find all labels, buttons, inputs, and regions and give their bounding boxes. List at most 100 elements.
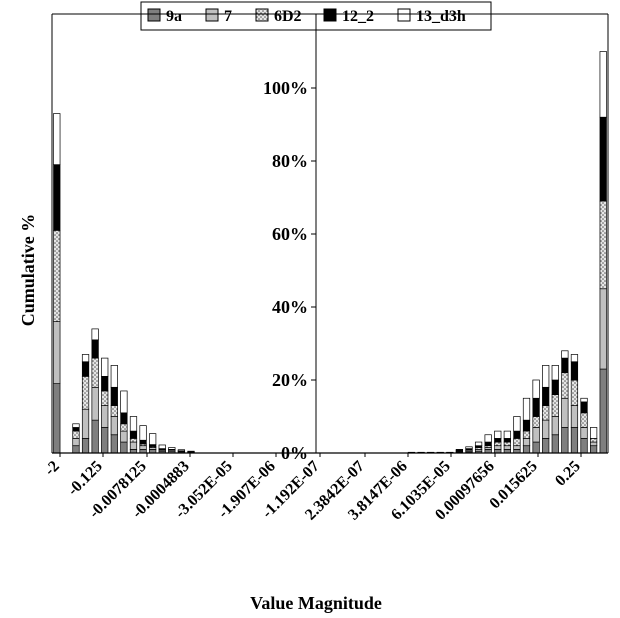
bar-segment-13_d3h (542, 365, 550, 388)
y-tick-label: 80% (272, 151, 308, 171)
bar-segment-13_d3h (81, 354, 90, 363)
bar-segment-6D2 (542, 405, 550, 421)
legend: 9a 7 6D2 12_2 13_d3h (140, 1, 492, 31)
bar-segment-12_2 (532, 397, 540, 417)
bar-segment-13_d3h (522, 397, 531, 421)
legend-swatch-12_2 (323, 8, 337, 22)
bar-segment-12_2 (503, 438, 511, 443)
bar-segment-6D2 (101, 390, 109, 406)
bar-segment-6D2 (551, 394, 559, 417)
bar-segment-6D2 (129, 438, 138, 443)
bar-segment-12_2 (110, 386, 118, 406)
bar-segment-6D2 (81, 376, 90, 410)
bar-segment-9a (580, 438, 588, 454)
bar-segment-9a (72, 445, 80, 454)
bar-segment-12_2 (139, 439, 147, 445)
bar-segment-6D2 (532, 416, 540, 428)
bar-segment-13_d3h (484, 434, 492, 443)
bar-segment-13_d3h (455, 449, 464, 451)
plot-area (51, 13, 609, 454)
bar-segment-12_2 (542, 386, 550, 406)
bar-segment-12_2 (120, 412, 128, 425)
x-axis: -2 -0.125-0.0078125-0.0004883-3.052E-05-1… (41, 452, 608, 524)
legend-swatch-7 (205, 8, 219, 22)
bar-segment-13_d3h (599, 51, 607, 118)
bar-segment-7 (513, 445, 521, 450)
bar-segment-6D2 (513, 438, 521, 447)
y-tick-label: 100% (263, 78, 308, 98)
bar-segment-13_d3h (177, 449, 186, 452)
bar-segment-12_2 (522, 419, 531, 432)
bar-segment-13_d3h (580, 397, 588, 403)
legend-label-13_d3h: 13_d3h (416, 8, 466, 25)
bar-segment-9a (532, 441, 540, 454)
bar-segment-13_d3h (494, 430, 502, 439)
legend-label-7: 7 (224, 8, 232, 25)
bar-segment-6D2 (503, 441, 511, 447)
bar-segment-9a (542, 438, 550, 454)
bar-segment-13_d3h (503, 430, 511, 439)
bar-segment-12_2 (494, 438, 502, 443)
bar-segment-9a (590, 445, 598, 454)
bar-segment-6D2 (522, 430, 531, 439)
bar-segment-7 (72, 438, 80, 447)
bar-segment-12_2 (53, 164, 61, 231)
bar-segment-13_d3h (513, 416, 521, 432)
bar-segment-9a (110, 434, 118, 454)
y-axis-title: Cumulative % (18, 214, 38, 327)
x-tick-label: -0.125 (65, 458, 106, 499)
bar-segment-6D2 (110, 405, 118, 417)
bar-segment-7 (503, 445, 511, 450)
bar-segment-7 (53, 321, 61, 385)
bar-segment-6D2 (570, 379, 579, 406)
bar-segment-9a (120, 441, 128, 454)
bar-segment-9a (91, 419, 99, 454)
bar-segment-6D2 (91, 357, 99, 388)
bar-segment-6D2 (580, 412, 588, 428)
x-tick-label: 0.015625 (486, 458, 540, 512)
bar-segment-13_d3h (129, 416, 138, 432)
legend-swatch-9a (147, 8, 161, 22)
legend-swatch-13_d3h (397, 8, 411, 22)
bar-segment-13_d3h (53, 113, 61, 166)
bar-segment-6D2 (53, 230, 61, 322)
legend-swatch-6D2 (255, 8, 269, 22)
bar-segment-13_d3h (187, 450, 195, 453)
legend-label-12_2: 12_2 (342, 8, 374, 25)
bar-segment-9a (561, 427, 569, 454)
bar-segment-13_d3h (532, 379, 540, 399)
bar-segment-6D2 (120, 423, 128, 432)
bar-segment-6D2 (590, 438, 598, 443)
bar-segment-12_2 (570, 361, 579, 381)
bar-segment-7 (561, 397, 569, 428)
bar-segment-13_d3h (139, 425, 147, 441)
bar-segment-12_2 (129, 430, 138, 439)
bar-segment-13_d3h (91, 328, 99, 341)
bar-segment-7 (494, 445, 502, 450)
bar-segment-13_d3h (590, 427, 598, 439)
bar-segment-7 (532, 427, 540, 443)
bar-segment-7 (129, 441, 138, 450)
bar-segment-12_2 (513, 430, 521, 439)
bar-segment-7 (139, 445, 147, 450)
y-tick-label: 40% (272, 297, 308, 317)
bar-segment-12_2 (81, 361, 90, 377)
x-tick-label: 0.25 (552, 458, 584, 490)
bar-segment-9a (53, 383, 61, 454)
bar-segment-13_d3h (570, 354, 579, 363)
bar-segment-12_2 (101, 376, 109, 392)
bar-segment-7 (580, 427, 588, 439)
bar-segment-12_2 (551, 379, 559, 395)
bar-segment-12_2 (599, 116, 607, 202)
bar-segment-7 (570, 405, 579, 428)
bar-segment-9a (551, 434, 559, 454)
bar-segment-7 (599, 288, 607, 370)
bar-segment-13_d3h (168, 447, 176, 450)
bar-segment-13_d3h (551, 365, 559, 381)
legend-label-6D2: 6D2 (274, 8, 302, 25)
x-tick-label: -2 (41, 458, 62, 479)
y-tick-label: 20% (272, 370, 308, 390)
bar-segment-9a (570, 427, 579, 454)
bar-segment-7 (91, 386, 99, 421)
bar-segment-6D2 (72, 430, 80, 439)
